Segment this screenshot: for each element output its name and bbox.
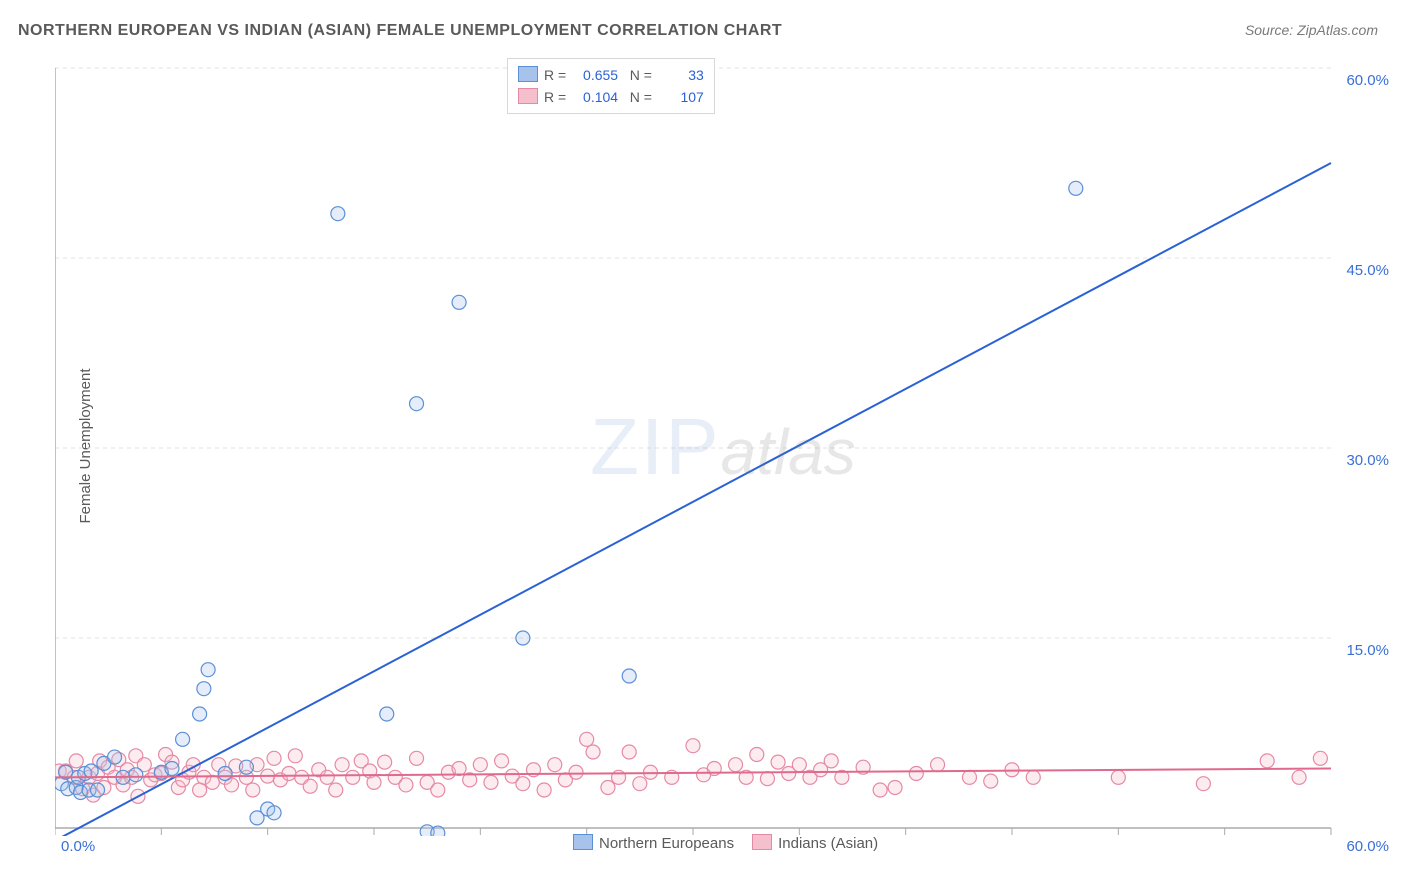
correlation-legend: R = 0.655 N = 33R = 0.104 N = 107 — [507, 58, 715, 114]
legend-n-value: 33 — [656, 64, 704, 86]
series-legend-label: Indians (Asian) — [778, 835, 878, 852]
legend-swatch — [518, 88, 538, 104]
axis-tick-label: 60.0% — [1346, 72, 1389, 89]
legend-swatch — [752, 834, 772, 850]
legend-n-value: 107 — [656, 86, 704, 108]
legend-stat-row: R = 0.104 N = 107 — [518, 86, 704, 108]
legend-n-label: N = — [630, 89, 652, 105]
axis-tick-label: 30.0% — [1346, 452, 1389, 469]
legend-swatch — [573, 834, 593, 850]
scatter-svg — [55, 58, 1391, 836]
plot-area: ZIPatlas R = 0.655 N = 33R = 0.104 N = 1… — [55, 58, 1391, 836]
series-legend: Northern Europeans Indians (Asian) — [555, 834, 878, 852]
series-legend-item: Indians (Asian) — [734, 835, 878, 852]
series-legend-item: Northern Europeans — [555, 835, 734, 852]
axis-tick-label: 15.0% — [1346, 642, 1389, 659]
legend-r-label: R = — [544, 89, 566, 105]
source-label: Source: ZipAtlas.com — [1245, 22, 1378, 38]
legend-n-label: N = — [630, 67, 652, 83]
series-legend-label: Northern Europeans — [599, 835, 734, 852]
legend-r-label: R = — [544, 67, 566, 83]
axis-tick-label: 60.0% — [1346, 838, 1389, 855]
axis-tick-label: 45.0% — [1346, 262, 1389, 279]
chart-title: NORTHERN EUROPEAN VS INDIAN (ASIAN) FEMA… — [18, 22, 782, 40]
legend-r-value: 0.655 — [570, 64, 618, 86]
axis-tick-label: 0.0% — [61, 838, 95, 855]
chart-container: NORTHERN EUROPEAN VS INDIAN (ASIAN) FEMA… — [0, 0, 1406, 892]
legend-swatch — [518, 66, 538, 82]
legend-stat-row: R = 0.655 N = 33 — [518, 64, 704, 86]
legend-r-value: 0.104 — [570, 86, 618, 108]
